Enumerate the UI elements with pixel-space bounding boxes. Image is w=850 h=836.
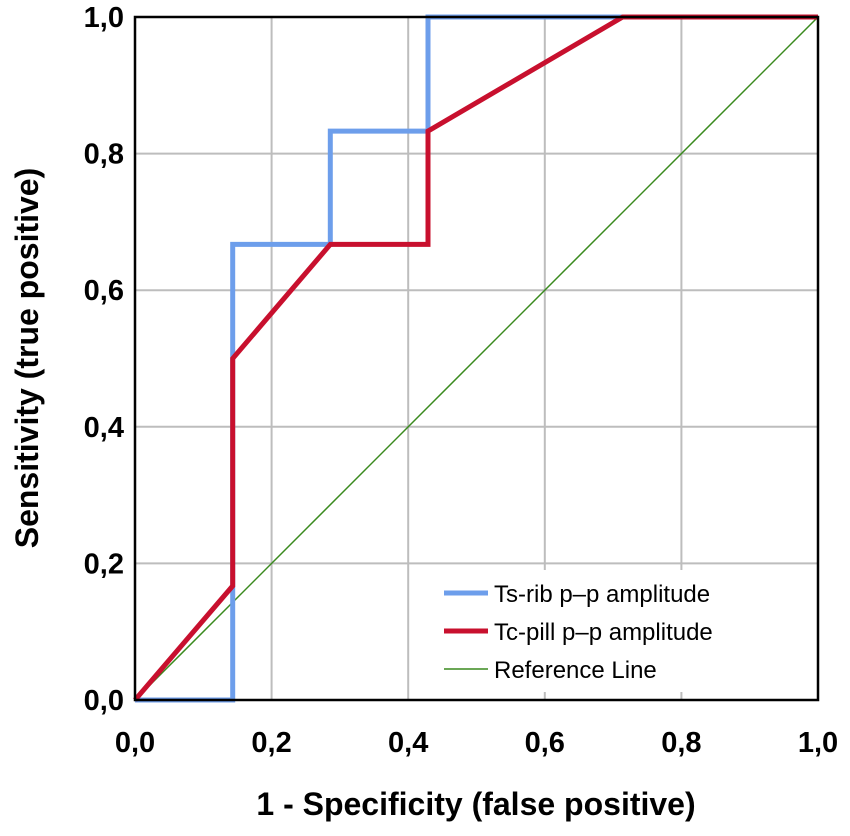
y-tick-label: 0,2 — [84, 548, 124, 580]
x-tick-label: 0,2 — [251, 727, 291, 759]
y-tick-label: 0,4 — [84, 412, 124, 444]
y-tick-label: 0,8 — [84, 139, 124, 171]
x-tick-labels: 0,0 0,2 0,4 0,6 0,8 1,0 — [115, 727, 838, 759]
plot-frame — [133, 15, 820, 702]
x-tick-label: 1,0 — [798, 727, 838, 759]
y-tick-label: 0,6 — [84, 275, 124, 307]
x-tick-label: 0,6 — [525, 727, 565, 759]
legend-label: Ts-rib p–p amplitude — [494, 581, 710, 608]
y-tick-label: 0,0 — [84, 685, 124, 717]
y-tick-labels: 0,0 0,2 0,4 0,6 0,8 1,0 — [84, 2, 124, 717]
series-line-1 — [135, 14, 818, 703]
series-line-2 — [133, 14, 818, 702]
legend: Ts-rib p–p amplitude Tc-pill p–p amplitud… — [428, 570, 813, 692]
legend-box — [428, 570, 813, 692]
x-tick-label: 0,0 — [115, 727, 155, 759]
series-lines — [133, 14, 819, 703]
series-line-3 — [134, 16, 819, 701]
x-axis-title: 1 - Specificity (false positive) — [256, 786, 695, 822]
legend-label: Tc-pill p–p amplitude — [494, 619, 713, 646]
legend-label: Reference Line — [494, 657, 657, 684]
x-tick-label: 0,8 — [661, 727, 701, 759]
x-tick-label: 0,4 — [388, 727, 428, 759]
y-axis-title: Sensitivity (true positive) — [9, 168, 45, 549]
y-tick-label: 1,0 — [84, 2, 124, 34]
